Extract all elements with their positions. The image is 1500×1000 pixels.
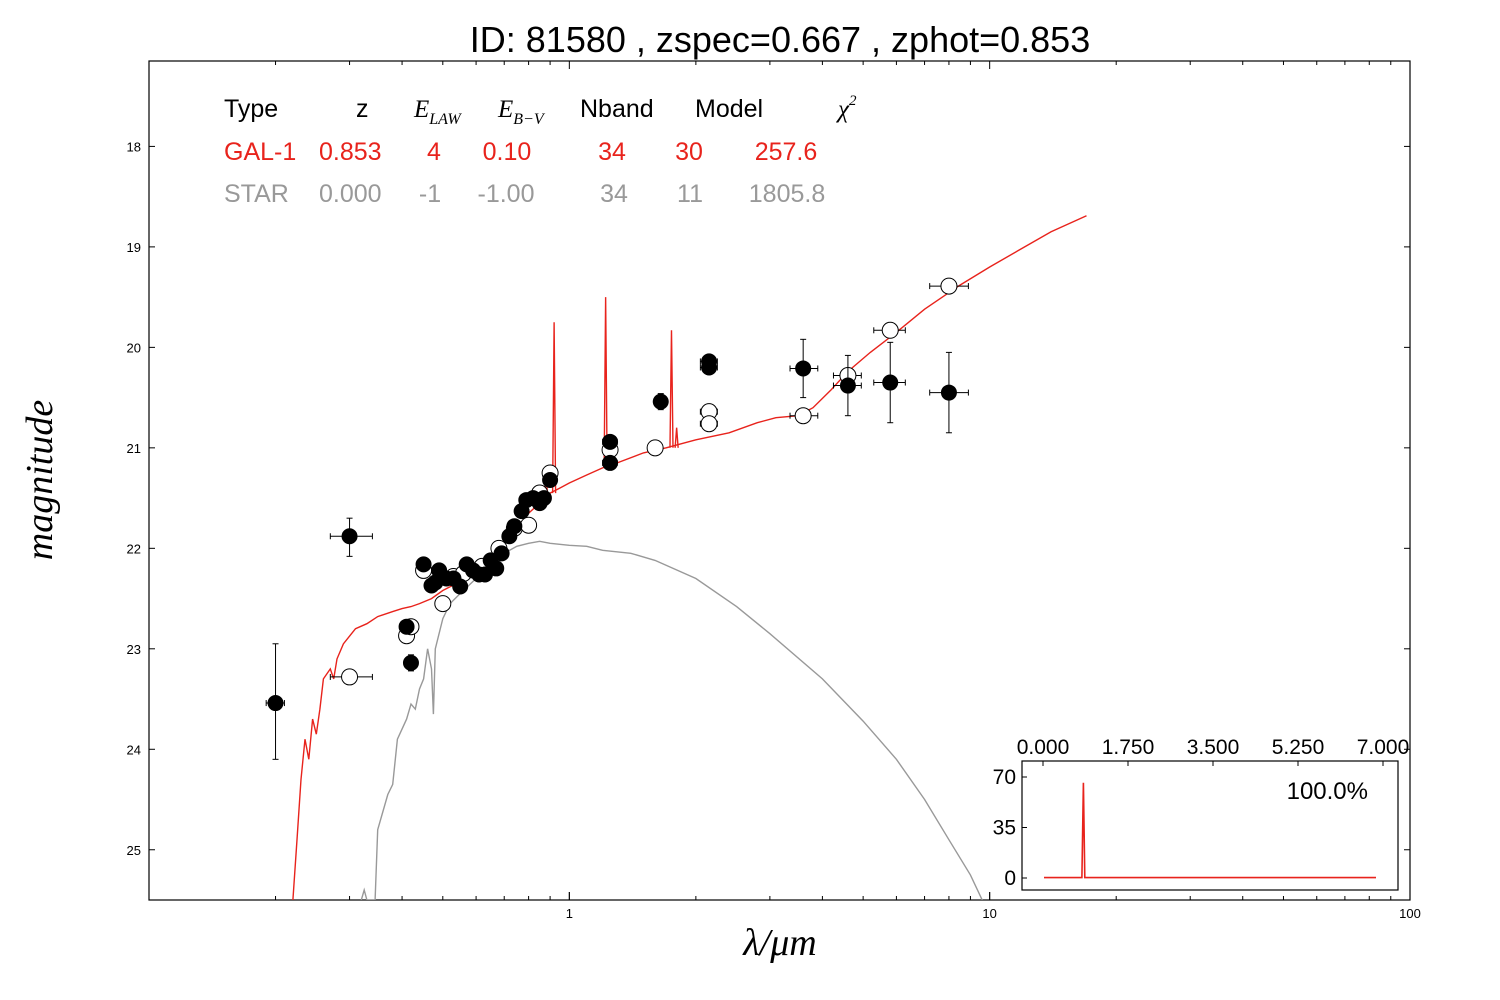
galaxy-model-curve bbox=[292, 215, 1087, 900]
model-point bbox=[881, 321, 899, 339]
star-chi2: 1805.8 bbox=[749, 180, 825, 208]
y-tick-label: 20 bbox=[127, 340, 141, 355]
inset-x-tick-label: 3.500 bbox=[1187, 736, 1240, 759]
observed-point bbox=[415, 556, 432, 573]
gal-ebv: 0.10 bbox=[483, 138, 532, 166]
emission-line bbox=[603, 297, 608, 468]
gal-type: GAL-1 bbox=[224, 138, 296, 166]
y-tick-label: 19 bbox=[127, 240, 141, 255]
y-tick-label: 25 bbox=[127, 843, 141, 858]
model-points bbox=[329, 277, 969, 686]
model-point bbox=[794, 407, 812, 425]
header-z: z bbox=[356, 95, 369, 123]
star-model-curve bbox=[360, 540, 983, 900]
observed-point bbox=[795, 360, 812, 377]
observed-point bbox=[882, 374, 899, 391]
inset-x-tick-label: 0.000 bbox=[1017, 736, 1070, 759]
observed-point bbox=[493, 545, 510, 562]
header-elaw: ELAW bbox=[413, 96, 462, 128]
pdz-inset: 0.000 1.750 3.500 5.250 7.000 70 35 0 100.0% bbox=[993, 736, 1410, 891]
star-type: STAR bbox=[224, 180, 289, 208]
inset-x-tick-label: 1.750 bbox=[1102, 736, 1155, 759]
inset-y-tick-label: 0 bbox=[1004, 867, 1016, 890]
inset-x-tick-label: 5.250 bbox=[1272, 736, 1325, 759]
y-tick-label: 18 bbox=[127, 139, 141, 154]
star-nband: 34 bbox=[600, 180, 628, 208]
star-sed-line bbox=[360, 540, 983, 900]
y-tick-label: 22 bbox=[127, 541, 141, 556]
observed-point bbox=[398, 618, 415, 635]
x-tick-label: 100 bbox=[1399, 906, 1421, 921]
observed-point bbox=[602, 454, 619, 471]
x-tick-label: 10 bbox=[982, 906, 996, 921]
star-model: 11 bbox=[677, 180, 703, 208]
observed-point bbox=[267, 695, 284, 712]
star-ebv: -1.00 bbox=[478, 180, 535, 208]
emission-line bbox=[674, 427, 679, 448]
observed-point bbox=[341, 528, 358, 545]
model-point bbox=[520, 516, 538, 534]
gal-z: 0.853 bbox=[319, 138, 382, 166]
header-chi2: χ2 bbox=[836, 93, 857, 123]
gal-model: 30 bbox=[675, 138, 703, 166]
observed-point bbox=[535, 490, 552, 507]
gal-elaw: 4 bbox=[427, 138, 441, 166]
x-axis-label: λ/μm bbox=[742, 922, 817, 964]
chart-title: ID: 81580 , zspec=0.667 , zphot=0.853 bbox=[470, 19, 1090, 60]
observed-point bbox=[542, 471, 559, 488]
emission-line bbox=[669, 330, 674, 448]
observed-point bbox=[652, 393, 669, 410]
plot-frame bbox=[148, 60, 1411, 901]
header-nband: Nband bbox=[580, 95, 654, 123]
gal-chi2: 257.6 bbox=[755, 138, 818, 166]
observed-point bbox=[506, 518, 523, 535]
inset-x-ticks: 0.000 1.750 3.500 5.250 7.000 bbox=[1017, 736, 1410, 766]
y-tick-label: 24 bbox=[127, 742, 141, 757]
observed-point bbox=[602, 433, 619, 450]
x-axis-ticks: 1 10 100 bbox=[148, 61, 1421, 921]
observed-point bbox=[402, 654, 419, 671]
observed-point bbox=[940, 384, 957, 401]
star-z: 0.000 bbox=[319, 180, 382, 208]
y-axis-label: magnitude bbox=[19, 400, 61, 561]
model-point bbox=[700, 415, 718, 433]
inset-pdz-curve bbox=[1044, 782, 1376, 879]
y-axis-ticks: 18 19 20 21 22 23 24 25 bbox=[127, 139, 1410, 858]
star-elaw: -1 bbox=[419, 180, 441, 208]
header-model: Model bbox=[695, 95, 763, 123]
inset-y-ticks: 70 35 0 bbox=[993, 766, 1027, 890]
model-point bbox=[341, 668, 359, 686]
y-tick-label: 21 bbox=[127, 441, 141, 456]
inset-y-tick-label: 35 bbox=[993, 817, 1016, 840]
inset-y-tick-label: 70 bbox=[993, 766, 1016, 789]
emission-line bbox=[551, 322, 557, 494]
inset-x-tick-label: 7.000 bbox=[1357, 736, 1410, 759]
observed-point bbox=[839, 377, 856, 394]
observed-point bbox=[488, 560, 505, 577]
galaxy-sed-line bbox=[292, 215, 1087, 900]
inset-percentage: 100.0% bbox=[1287, 778, 1368, 805]
model-point bbox=[434, 595, 452, 613]
y-tick-label: 23 bbox=[127, 642, 141, 657]
model-point bbox=[940, 277, 958, 295]
model-point bbox=[646, 439, 664, 457]
gal-nband: 34 bbox=[598, 138, 626, 166]
header-ebv: EB−V bbox=[497, 96, 546, 128]
observed-point bbox=[452, 578, 469, 595]
observed-points bbox=[265, 338, 969, 760]
observed-point bbox=[701, 359, 718, 376]
header-type: Type bbox=[224, 95, 278, 123]
x-tick-label: 1 bbox=[566, 906, 573, 921]
fit-table: Type z ELAW EB−V Nband Model χ2 GAL-1 0.… bbox=[224, 93, 857, 208]
inset-pdz-line bbox=[1044, 782, 1376, 879]
